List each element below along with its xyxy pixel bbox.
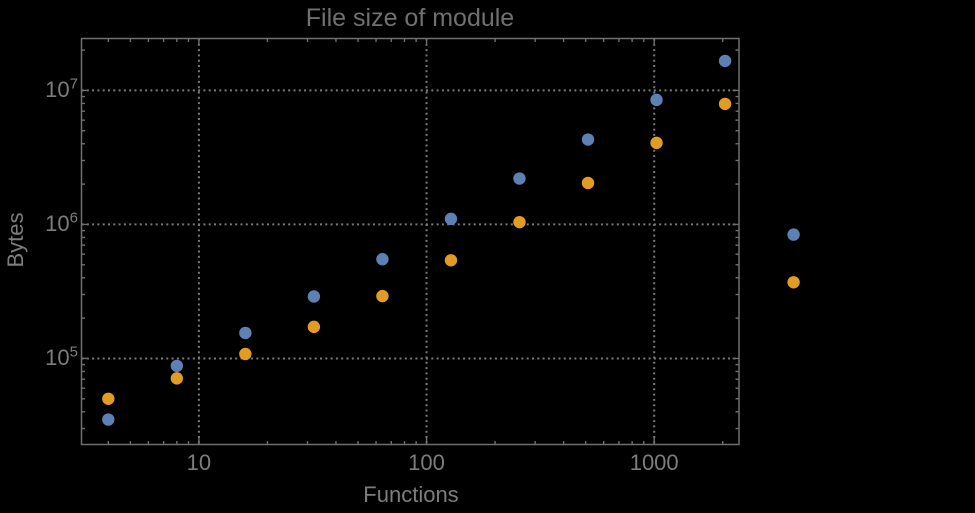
data-point-series-1-blue [239, 326, 252, 340]
data-point-series-2-orange [718, 97, 732, 111]
data-point-series-1-blue [513, 172, 526, 185]
x-axis-label: Functions [363, 482, 459, 507]
data-point-series-2-orange [581, 176, 595, 190]
data-point-series-2-orange [239, 347, 252, 361]
x-tick-label: 1000 [629, 450, 679, 475]
data-point-series-1-blue [102, 413, 115, 426]
chart-title: File size of module [305, 4, 515, 32]
y-tick-label: 107 [45, 76, 78, 103]
data-point-series-2-orange [307, 320, 321, 334]
y-tick-label: 106 [45, 210, 78, 237]
data-point-series-1-blue [376, 253, 389, 266]
data-point-series-2-orange [787, 276, 800, 289]
x-tick-label: 100 [408, 450, 445, 475]
data-point-series-2-orange [513, 215, 526, 229]
y-tick-label: 105 [45, 344, 78, 371]
data-point-series-2-orange [170, 372, 184, 385]
data-point-series-1-blue [170, 359, 184, 373]
x-tick-label: 10 [186, 450, 212, 475]
data-point-series-2-orange [650, 136, 663, 150]
data-point-series-1-blue [444, 212, 458, 226]
data-point-series-1-blue [307, 290, 321, 303]
data-point-series-2-orange [376, 289, 389, 303]
data-point-series-1-blue [718, 54, 732, 68]
data-point-series-1-blue [650, 93, 663, 107]
plot-frame [80, 37, 740, 446]
data-point-series-1-blue [787, 228, 800, 241]
data-point-series-2-orange [102, 392, 115, 405]
data-point-series-1-blue [581, 133, 595, 146]
data-point-series-2-orange [444, 254, 458, 267]
y-axis-label: Bytes [3, 212, 28, 268]
